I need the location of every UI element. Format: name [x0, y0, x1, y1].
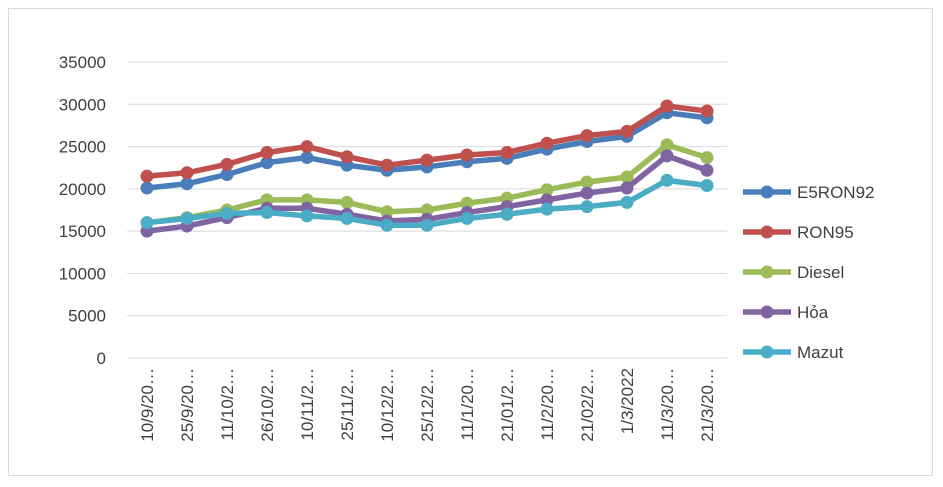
legend-marker	[760, 305, 774, 319]
legend-item: Hỏa	[743, 303, 829, 322]
data-point	[460, 196, 474, 210]
data-point	[340, 195, 354, 209]
x-tick-label: 10/9/20…	[138, 368, 157, 442]
legend-marker	[760, 225, 774, 239]
data-point	[660, 99, 674, 113]
data-point	[420, 203, 434, 217]
data-point	[580, 186, 594, 200]
data-point	[380, 158, 394, 172]
legend-label: Diesel	[797, 263, 844, 282]
data-point	[220, 157, 234, 171]
data-point	[340, 211, 354, 225]
gridlines	[127, 61, 727, 359]
data-point	[580, 200, 594, 214]
data-point	[180, 211, 194, 225]
x-tick-label: 21/02/2…	[578, 368, 597, 442]
data-point	[300, 209, 314, 223]
legend-item: Diesel	[743, 263, 844, 282]
x-tick-label: 10/11/2…	[298, 368, 317, 440]
x-axis-ticks: 10/9/20… 25/9/20… 11/10/2… 26/10/2… 10/11/2……	[138, 368, 717, 442]
data-point	[340, 150, 354, 164]
data-point	[620, 181, 634, 195]
data-point	[140, 181, 154, 195]
data-point	[540, 193, 554, 207]
x-tick-label: 10/12/2…	[378, 368, 397, 442]
x-tick-label: 11/1/20…	[458, 368, 477, 440]
data-point	[420, 218, 434, 232]
chart-frame	[8, 8, 933, 476]
legend-item: E5RON92	[743, 183, 874, 202]
series-0	[140, 106, 714, 195]
data-point	[660, 138, 674, 152]
data-point	[220, 206, 234, 220]
legend-item: Mazut	[743, 343, 844, 362]
data-point	[220, 167, 234, 181]
data-point	[180, 166, 194, 180]
series-4	[140, 173, 714, 232]
data-point	[580, 175, 594, 189]
legend-marker	[760, 265, 774, 279]
data-point	[700, 151, 714, 165]
x-tick-label: 25/9/20…	[178, 368, 197, 442]
data-point	[540, 136, 554, 150]
y-tick-label: 35000	[59, 53, 106, 72]
y-tick-label: 10000	[59, 264, 106, 283]
legend-item: RON95	[743, 223, 854, 242]
legend: E5RON92 RON95 Diesel Hỏa Mazut	[743, 183, 874, 362]
data-point	[660, 173, 674, 187]
data-point	[380, 205, 394, 219]
y-tick-label: 0	[97, 349, 106, 368]
y-tick-label: 20000	[59, 180, 106, 199]
data-point	[260, 156, 274, 170]
data-point	[620, 170, 634, 184]
legend-label: Hỏa	[797, 303, 829, 322]
data-point	[140, 169, 154, 183]
x-tick-label: 25/12/2…	[418, 368, 437, 442]
x-tick-label: 11/3/20…	[658, 368, 677, 440]
data-point	[700, 104, 714, 118]
data-point	[180, 177, 194, 191]
x-tick-label: 1/3/2022	[618, 368, 637, 434]
legend-label: RON95	[797, 223, 854, 242]
series-lines	[140, 99, 714, 238]
x-tick-label: 21/3/20…	[698, 368, 717, 442]
data-point	[260, 206, 274, 220]
data-point	[700, 163, 714, 177]
data-point	[500, 207, 514, 221]
data-point	[420, 153, 434, 167]
data-point	[620, 124, 634, 138]
data-point	[540, 202, 554, 216]
legend-label: Mazut	[797, 343, 844, 362]
x-tick-label: 26/10/2…	[258, 368, 277, 442]
x-tick-label: 11/2/20…	[538, 368, 557, 440]
data-point	[700, 178, 714, 192]
y-axis-ticks: 0 5000 10000 15000 20000 25000 30000 35000	[59, 53, 106, 368]
data-point	[580, 129, 594, 143]
data-point	[660, 149, 674, 163]
series-1	[140, 99, 714, 183]
data-point	[380, 218, 394, 232]
x-tick-label: 21/01/2…	[498, 368, 517, 442]
legend-marker	[760, 345, 774, 359]
data-point	[460, 148, 474, 162]
data-point	[620, 195, 634, 209]
y-tick-label: 25000	[59, 138, 106, 157]
x-tick-label: 25/11/2…	[338, 368, 357, 440]
data-point	[500, 145, 514, 159]
data-point	[460, 211, 474, 225]
data-point	[140, 216, 154, 230]
data-point	[300, 151, 314, 165]
y-tick-label: 5000	[68, 307, 106, 326]
data-point	[540, 183, 554, 197]
x-tick-label: 11/10/2…	[218, 368, 237, 440]
y-tick-label: 30000	[59, 95, 106, 114]
data-point	[260, 145, 274, 159]
legend-label: E5RON92	[797, 183, 874, 202]
legend-marker	[760, 185, 774, 199]
y-tick-label: 15000	[59, 222, 106, 241]
data-point	[300, 140, 314, 154]
